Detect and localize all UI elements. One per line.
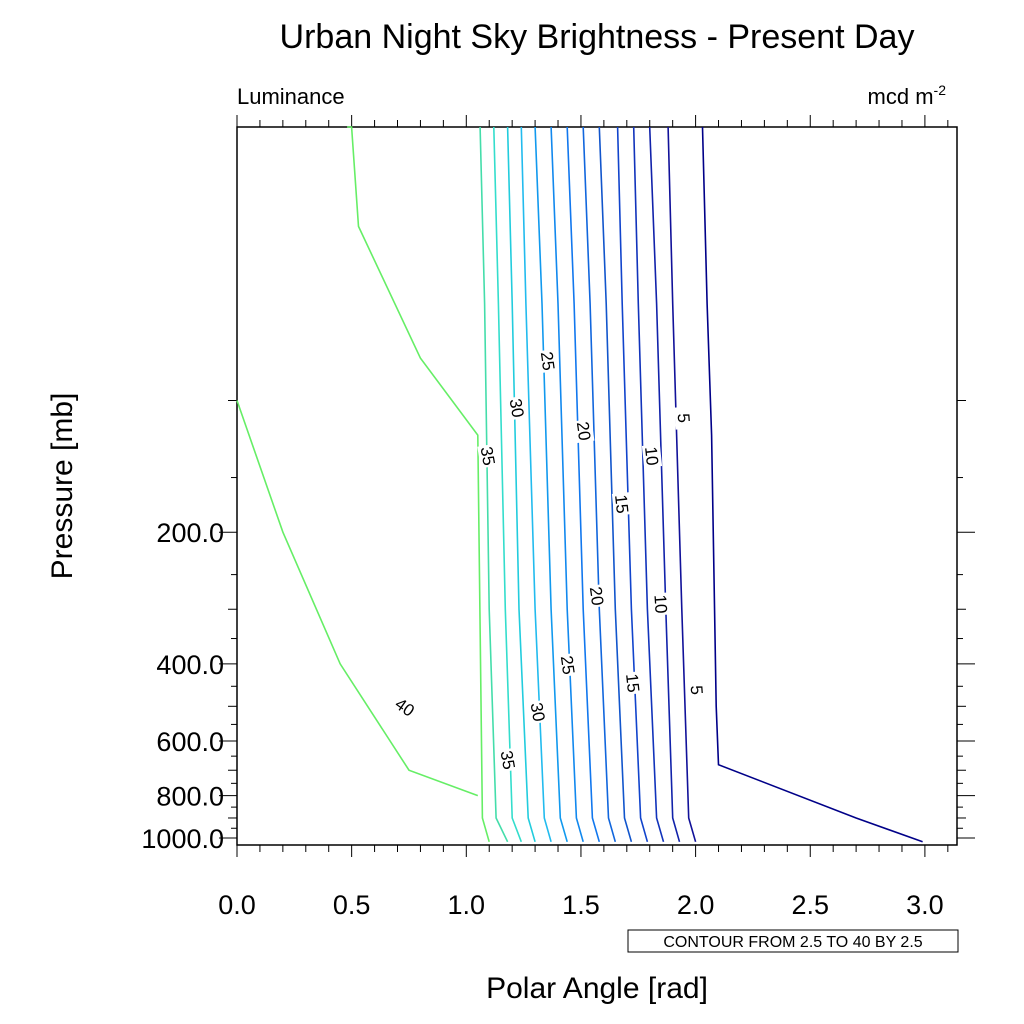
x-tick-label: 1.0 xyxy=(448,890,486,920)
x-tick-label: 0.0 xyxy=(218,890,256,920)
contour-line-2-5 xyxy=(701,126,923,843)
contour-line-25 xyxy=(534,126,568,843)
contour-label: 35 xyxy=(497,749,519,771)
y-tick-label: 800.0 xyxy=(156,782,224,812)
axis-ticks xyxy=(219,115,975,857)
contour-label-bg xyxy=(674,406,694,430)
x-axis-title: Polar Angle [rad] xyxy=(486,972,708,1005)
x-tick-label: 1.5 xyxy=(562,890,600,920)
contour-label: 15 xyxy=(611,494,632,515)
contour-label: 10 xyxy=(650,594,670,614)
contour-line-20 xyxy=(566,126,601,843)
contour-label: 30 xyxy=(527,701,549,723)
contour-label-bg xyxy=(390,693,420,721)
x-tick-label: 3.0 xyxy=(906,890,944,920)
contour-line-17-5 xyxy=(582,126,617,843)
x-tick-label: 0.5 xyxy=(333,890,371,920)
chart-title: Urban Night Sky Brightness - Present Day xyxy=(280,18,915,56)
contour-label-bg xyxy=(586,583,608,609)
contour-labels: 40 35 35 30 30 25 25 20 20 15 15 10 10 5 5 xyxy=(390,348,707,773)
contour-line-40 xyxy=(236,400,479,797)
contour-label-bg xyxy=(497,747,519,773)
contour-label-bg xyxy=(651,592,671,616)
contour-label-bg xyxy=(557,652,579,678)
contour-label-bg xyxy=(527,699,549,725)
y-tick-labels: 200.0 400.0 600.0 800.0 1000.0 xyxy=(141,518,224,854)
contour-label: 5 xyxy=(687,685,707,696)
y-tick-label: 1000.0 xyxy=(141,824,224,854)
contour-label-bg xyxy=(622,671,644,695)
contour-line-35 xyxy=(479,126,509,843)
contour-label: 20 xyxy=(573,420,594,441)
contour-info-text: CONTOUR FROM 2.5 TO 40 BY 2.5 xyxy=(663,934,922,951)
contour-label: 25 xyxy=(537,350,558,371)
contour-label: 10 xyxy=(641,446,662,467)
contour-label: 30 xyxy=(506,397,528,419)
contour-line-15 xyxy=(598,126,633,843)
contour-line-30 xyxy=(506,126,536,843)
contour-lines xyxy=(236,126,923,843)
contour-line-7-5 xyxy=(648,126,681,843)
contour-label: 40 xyxy=(392,694,418,720)
contour-label-bg xyxy=(641,444,663,468)
contour-label: 25 xyxy=(557,654,578,675)
contour-line-12-5 xyxy=(616,126,649,843)
contour-label: 35 xyxy=(477,445,499,467)
right-string: mcd m-2 xyxy=(868,82,947,109)
contour-line-10 xyxy=(632,126,665,843)
y-tick-label: 200.0 xyxy=(156,518,224,548)
contour-line-5 xyxy=(667,126,697,843)
right-string-units: mcd m xyxy=(868,84,934,109)
contour-line-32-5 xyxy=(493,126,523,843)
y-tick-label: 600.0 xyxy=(156,727,224,757)
contour-label-bg xyxy=(611,492,633,516)
x-tick-label: 2.5 xyxy=(791,890,829,920)
contour-line-22-5 xyxy=(550,126,584,843)
contour-label: 15 xyxy=(622,673,643,694)
contour-label: 20 xyxy=(586,585,607,606)
x-tick-labels: 0.0 0.5 1.0 1.5 2.0 2.5 3.0 xyxy=(218,890,943,920)
contour-label: 5 xyxy=(674,413,694,424)
contour-label-bg xyxy=(537,348,559,374)
left-string: Luminance xyxy=(237,84,345,109)
y-tick-label: 400.0 xyxy=(156,650,224,680)
contour-label-bg xyxy=(477,443,499,469)
right-string-superscript: -2 xyxy=(934,82,947,98)
y-axis-title: Pressure [mb] xyxy=(46,393,79,580)
contour-info-box xyxy=(627,929,959,953)
contour-label-bg xyxy=(687,678,707,702)
contour-label-bg xyxy=(573,418,595,444)
contour-line-27-5 xyxy=(520,126,552,843)
x-tick-label: 2.0 xyxy=(677,890,715,920)
contour-line-37-5 xyxy=(347,126,490,843)
contour-label-bg xyxy=(506,395,528,421)
plot-frame xyxy=(236,126,958,846)
